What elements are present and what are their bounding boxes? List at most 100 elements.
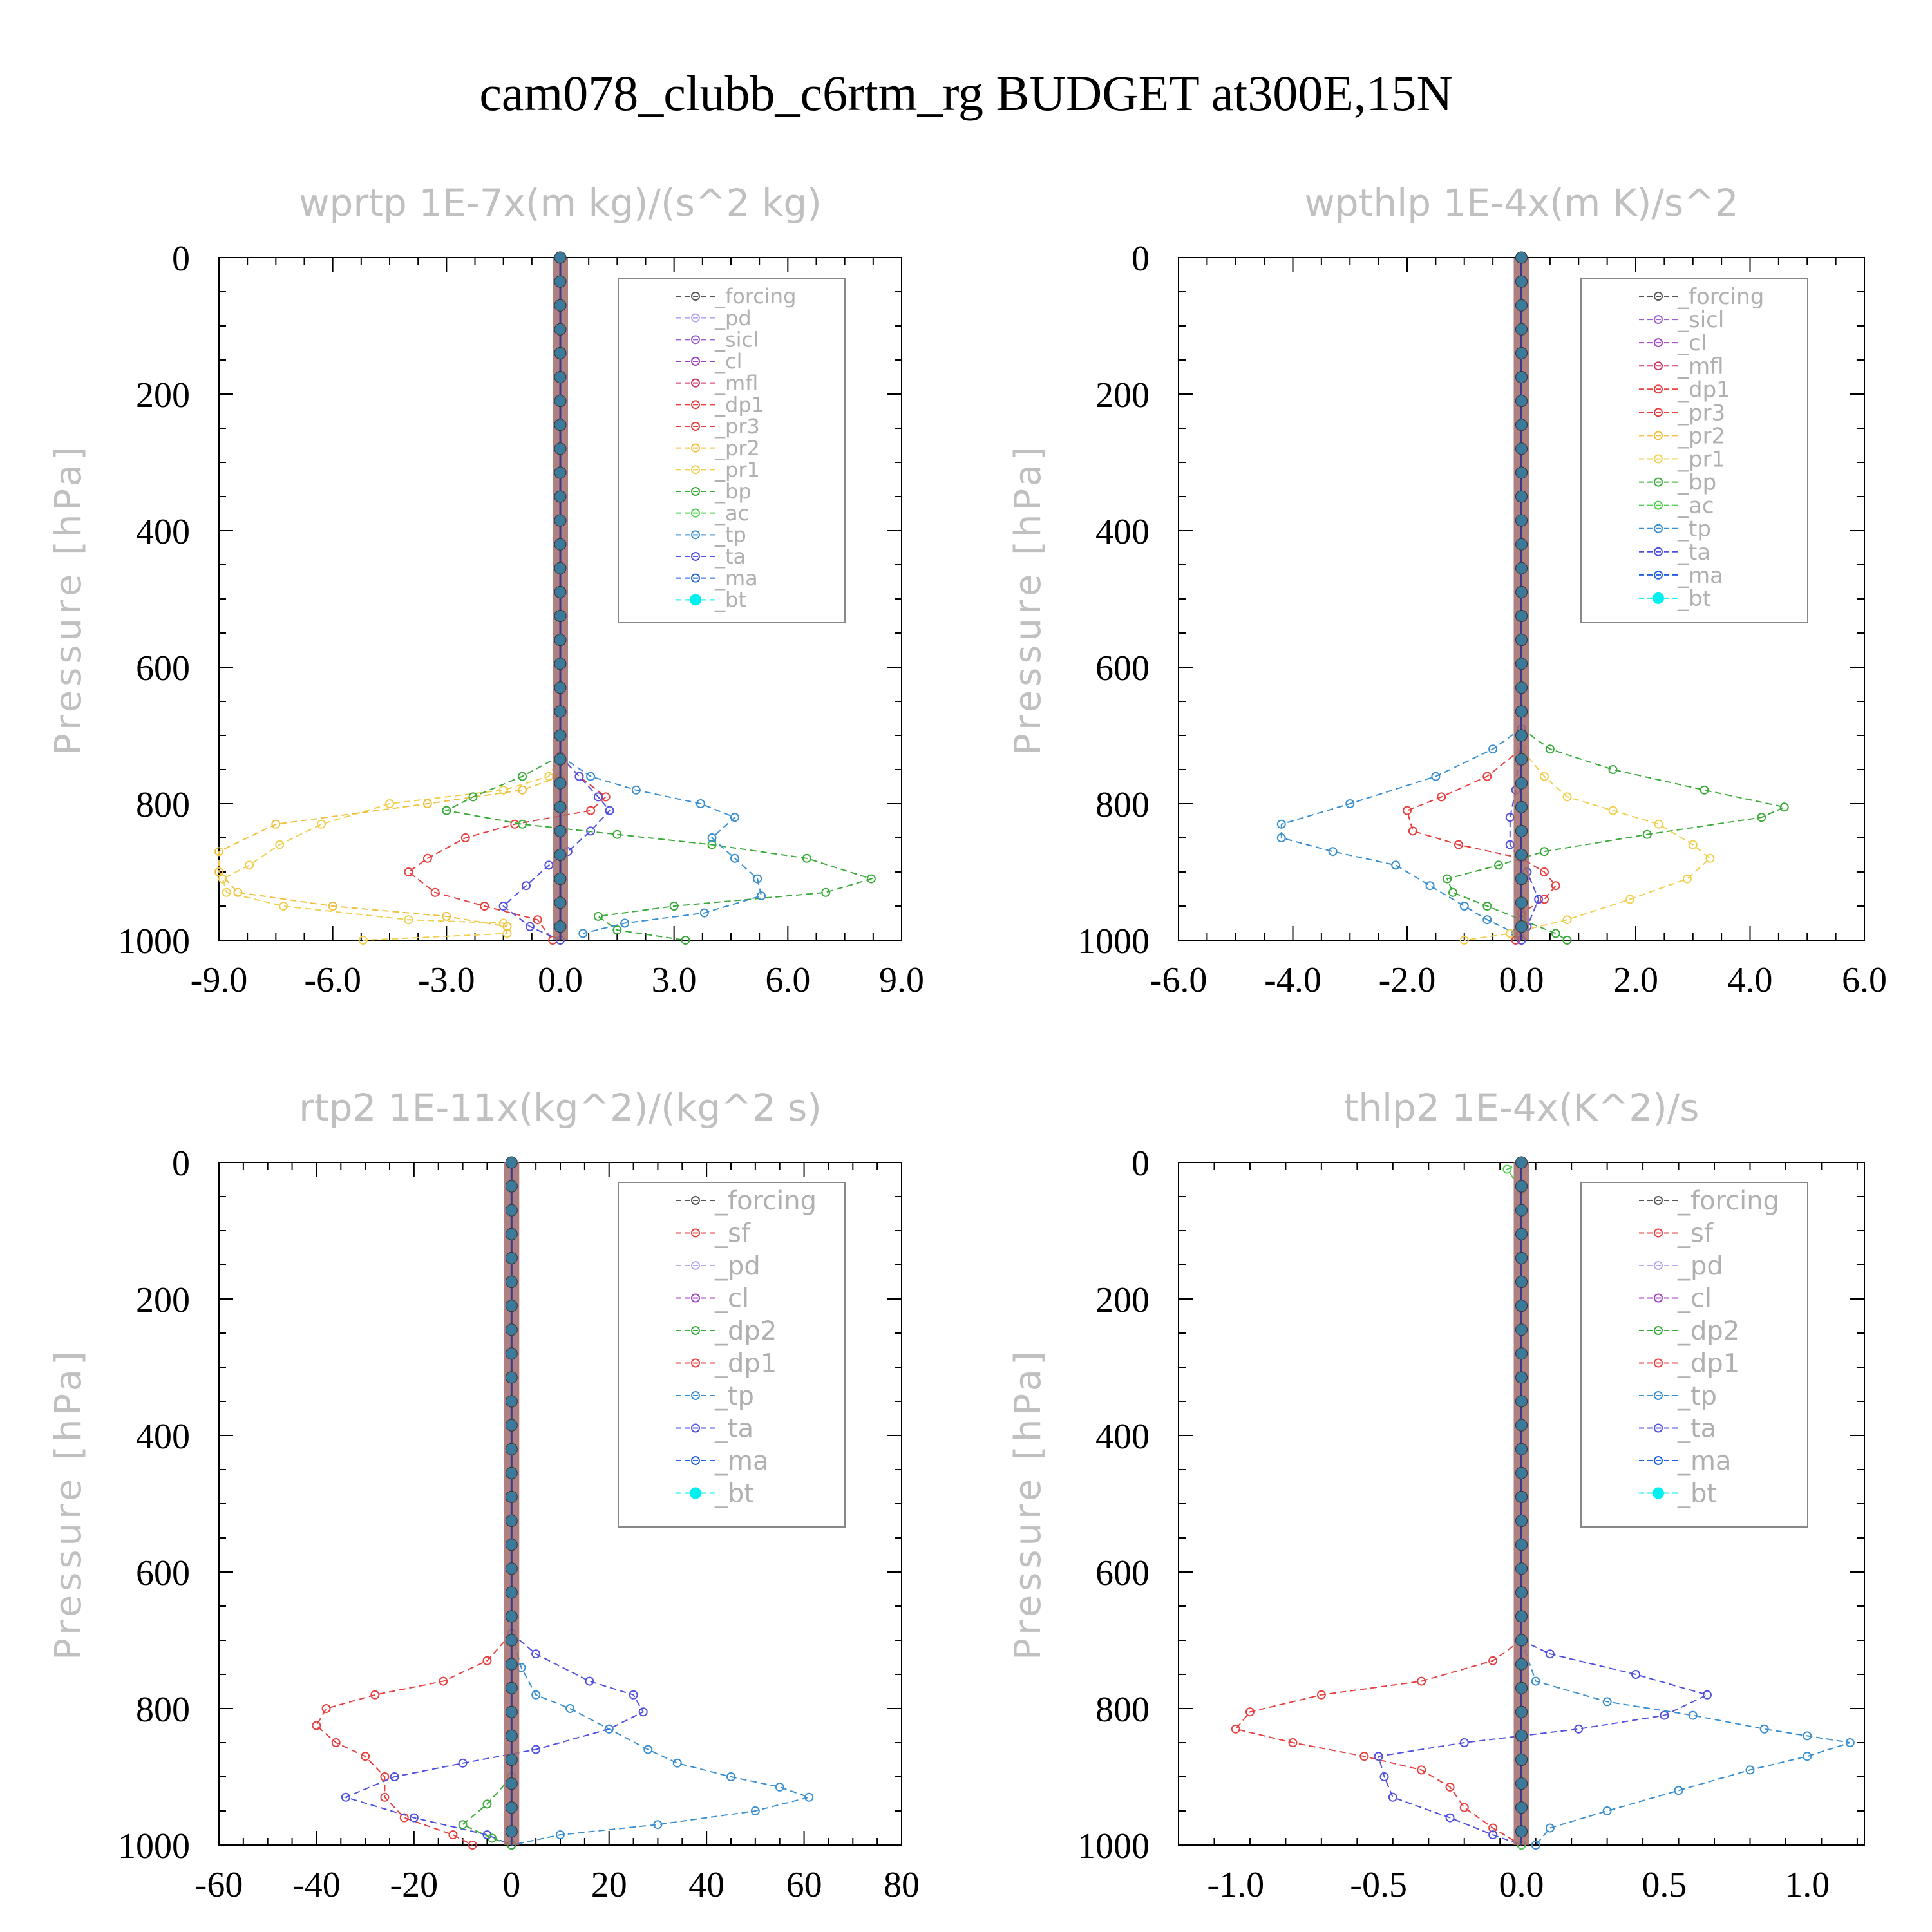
- series-point: [1551, 929, 1560, 938]
- series-point: [1540, 867, 1549, 876]
- y-tick-label: 400: [1095, 512, 1150, 552]
- legend-label: _dp1: [714, 1349, 777, 1379]
- legend-box: [1580, 1182, 1808, 1528]
- series-point: [331, 1738, 341, 1747]
- x-tick-label: 40: [688, 1865, 724, 1905]
- legend-marker: [691, 1196, 700, 1205]
- series-point: [1482, 915, 1492, 925]
- series-point: [1515, 729, 1528, 742]
- series-point: [482, 1799, 492, 1809]
- legend-marker: [1654, 1423, 1663, 1433]
- series-point: [442, 806, 451, 815]
- legend-label: _sicl: [714, 328, 759, 352]
- series-point: [1531, 1676, 1540, 1686]
- series-point: [505, 1180, 518, 1193]
- series-point: [505, 1251, 518, 1264]
- series-point: [1515, 777, 1528, 790]
- series-point: [1551, 881, 1560, 891]
- series-point: [1245, 1707, 1255, 1717]
- series-line: [343, 1633, 645, 1846]
- series-point: [505, 1443, 518, 1455]
- legend-marker: [691, 422, 700, 431]
- series-point: [1515, 873, 1528, 886]
- series-point: [707, 833, 717, 842]
- series-line: [1234, 1640, 1522, 1846]
- legend-label: _tp: [1677, 516, 1711, 542]
- x-tick-label: 6.0: [1842, 960, 1887, 1000]
- series-line: [316, 1633, 513, 1846]
- series-point: [505, 1347, 518, 1360]
- x-tick-label: 2.0: [1613, 960, 1658, 1000]
- legend-marker: [691, 1326, 700, 1335]
- series-point: [531, 1690, 541, 1700]
- y-tick-label: 400: [136, 512, 190, 552]
- legend-label: _ma: [1677, 563, 1723, 589]
- series-point: [1534, 895, 1544, 904]
- series-point: [430, 887, 440, 897]
- y-tick-label: 0: [172, 239, 190, 279]
- series-point: [505, 1300, 518, 1312]
- series-point: [620, 918, 630, 928]
- series-point: [1391, 860, 1401, 870]
- legend-marker: [1654, 454, 1663, 464]
- y-tick-label: 200: [1095, 375, 1150, 415]
- series-point: [821, 887, 831, 897]
- x-tick-label: 20: [591, 1865, 627, 1905]
- legend-marker: [691, 530, 700, 540]
- series-point: [1759, 1724, 1769, 1734]
- series-point: [505, 1156, 518, 1169]
- series-point: [565, 1704, 575, 1713]
- series-point: [1540, 895, 1549, 904]
- series-point: [586, 772, 596, 781]
- series-point: [505, 1754, 518, 1766]
- series-point: [1642, 829, 1652, 839]
- series-point: [1562, 936, 1572, 945]
- legend-label: _bt: [1677, 1479, 1717, 1509]
- series-point: [505, 1705, 518, 1718]
- legend-marker: [1654, 1228, 1663, 1238]
- legend-marker: [1654, 1261, 1663, 1270]
- x-tick-label: 4.0: [1728, 960, 1773, 1000]
- series-point: [271, 819, 281, 829]
- series-point: [554, 777, 567, 790]
- series-point: [1540, 772, 1549, 781]
- legend-label: _pr2: [1677, 423, 1725, 449]
- series-point: [802, 853, 811, 863]
- y-tick-label: 0: [1132, 239, 1150, 279]
- series-point: [1515, 1705, 1528, 1718]
- series-point: [750, 1806, 760, 1815]
- series-point: [1276, 833, 1286, 842]
- y-axis-label: Pressure [hPa]: [1007, 442, 1049, 755]
- series-point: [554, 371, 567, 383]
- legend-label: _ac: [1677, 493, 1714, 519]
- legend-label: _ma: [714, 566, 758, 591]
- series-point: [556, 1830, 565, 1840]
- series-point: [1443, 874, 1452, 884]
- series-point: [358, 936, 368, 945]
- series-point: [361, 1752, 370, 1761]
- series-point: [1515, 1610, 1528, 1623]
- legend-label: _tp: [714, 1381, 754, 1411]
- series-point: [1374, 1752, 1383, 1761]
- series-point: [1515, 1443, 1528, 1455]
- y-tick-label: 400: [136, 1417, 190, 1457]
- y-axis-label: Pressure [hPa]: [48, 442, 90, 755]
- x-tick-label: 0: [502, 1865, 520, 1905]
- series-point: [707, 840, 717, 849]
- series-point: [458, 1820, 468, 1830]
- series-point: [1379, 1772, 1389, 1781]
- legend-marker: [1654, 1293, 1663, 1303]
- series-point: [531, 1649, 541, 1659]
- series-point: [1288, 1738, 1298, 1747]
- legend-marker: [1654, 500, 1663, 510]
- series-point: [448, 1830, 458, 1840]
- series-point: [531, 1745, 541, 1754]
- series-point: [1482, 772, 1492, 781]
- legend-box: [618, 278, 846, 623]
- series-line: [218, 775, 561, 927]
- legend-marker: [691, 378, 700, 388]
- series-point: [518, 772, 527, 781]
- series-point: [1515, 1347, 1528, 1360]
- series-point: [605, 806, 614, 815]
- series-point: [753, 874, 762, 884]
